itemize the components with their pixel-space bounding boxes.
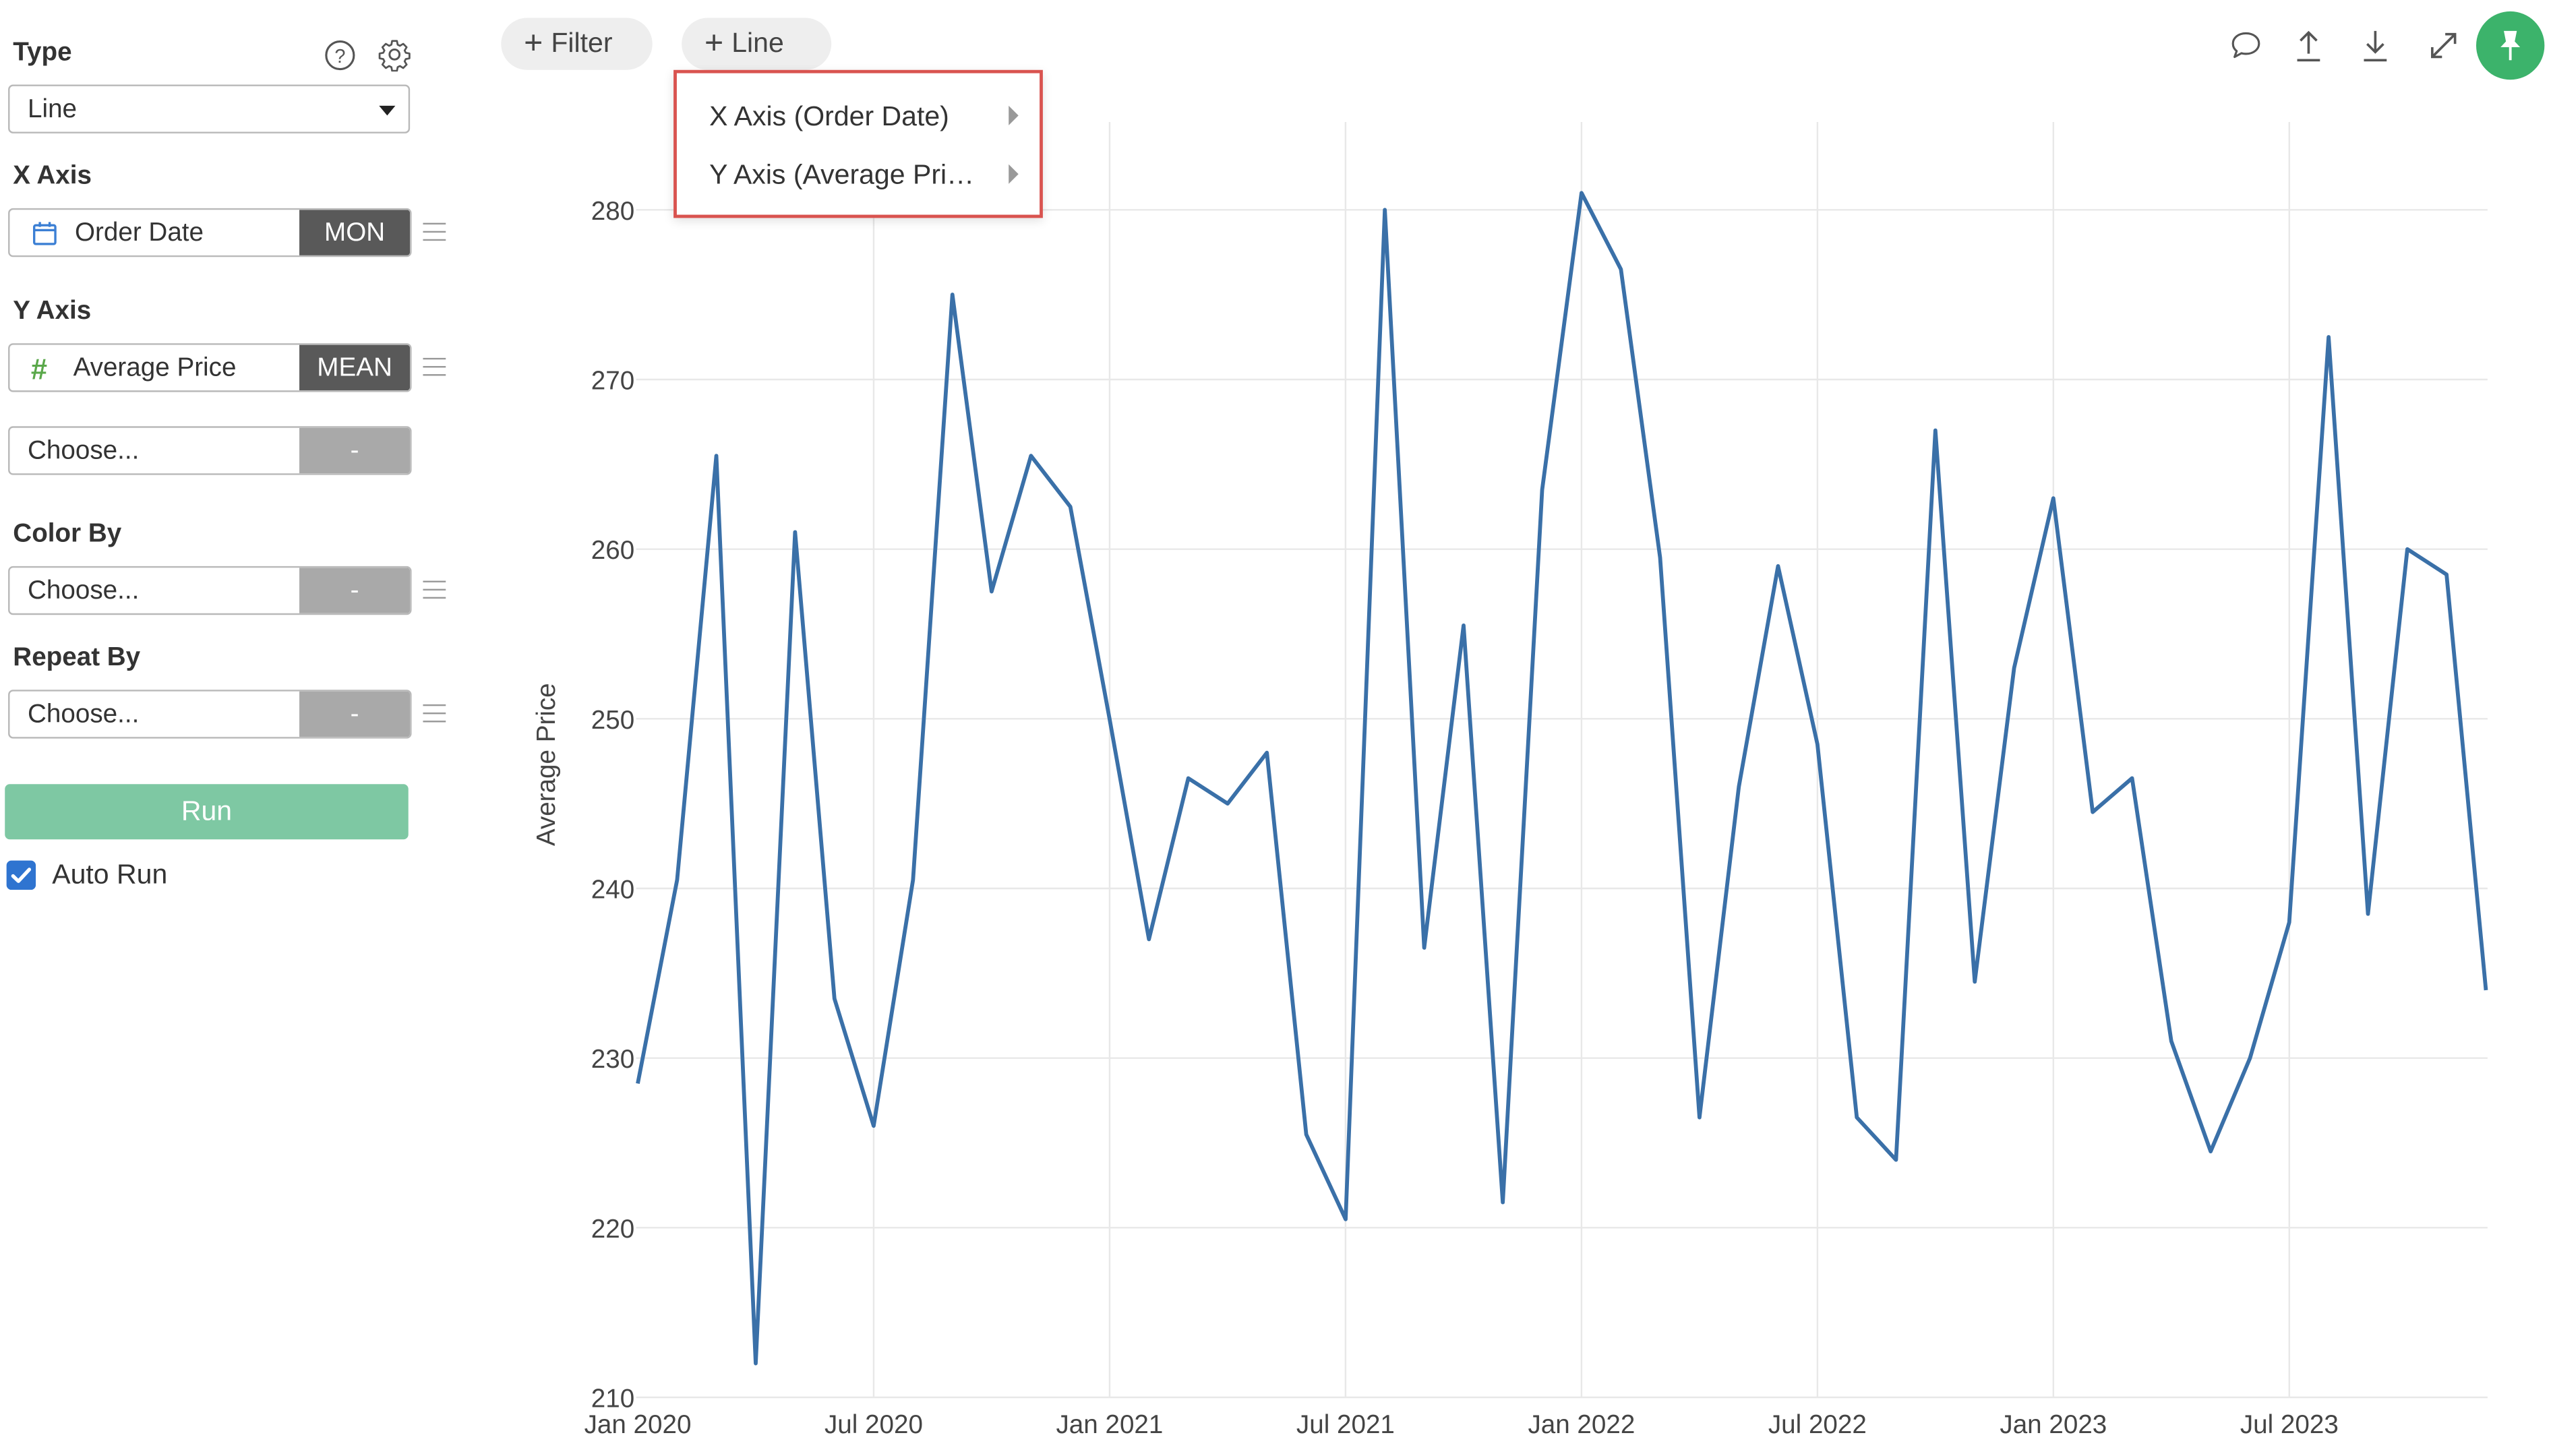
chart-type-select[interactable]: Line: [8, 84, 411, 133]
expand-icon[interactable]: [2428, 29, 2460, 61]
comment-icon[interactable]: [2229, 29, 2263, 61]
line-label: Line: [731, 28, 784, 59]
x-axis-aggregation[interactable]: MON: [299, 210, 411, 255]
x-tick-label: Jan 2023: [2000, 1410, 2107, 1439]
repeat-by-select[interactable]: Choose... -: [8, 690, 412, 739]
pin-icon: [2500, 30, 2521, 61]
color-by-label: Color By: [13, 520, 122, 549]
y-axis-menu-icon[interactable]: [423, 357, 446, 377]
y-axis-aggregation[interactable]: MEAN: [299, 344, 411, 391]
y-axis-column-name: Average Price: [73, 355, 237, 383]
color-by-menu-icon[interactable]: [423, 580, 446, 601]
x-tick-label: Jul 2020: [824, 1410, 923, 1439]
x-tick-label: Jul 2023: [2240, 1410, 2339, 1439]
filter-label: Filter: [551, 28, 613, 59]
y-axis-title: Average Price: [532, 683, 561, 846]
y-tick-label: 220: [591, 1215, 634, 1244]
x-axis-label: X Axis: [13, 162, 92, 191]
x-tick-label: Jan 2021: [1056, 1410, 1164, 1439]
y-tick-label: 280: [591, 197, 634, 226]
gear-icon[interactable]: [378, 38, 412, 72]
repeat-by-choose-text: Choose...: [28, 701, 140, 729]
chevron-down-icon: [379, 105, 396, 116]
auto-run-checkbox[interactable]: [6, 860, 36, 890]
y-axis-column-pill[interactable]: # Average Price MEAN: [8, 343, 412, 392]
x-tick-label: Jan 2020: [584, 1410, 692, 1439]
repeat-by-label: Repeat By: [13, 644, 141, 672]
y-axis-choose-select[interactable]: Choose... -: [8, 426, 412, 475]
x-axis-column-name: Order Date: [75, 219, 204, 247]
y-tick-label: 270: [591, 366, 634, 395]
x-tick-label: Jul 2021: [1296, 1410, 1395, 1439]
chevron-right-icon: [1009, 105, 1019, 125]
download-icon[interactable]: [2361, 28, 2390, 63]
color-by-choose-text: Choose...: [28, 577, 140, 605]
x-axis-column-pill[interactable]: Order Date MON: [8, 208, 412, 257]
pin-button[interactable]: [2475, 11, 2545, 80]
chevron-right-icon: [1009, 164, 1019, 184]
y-tick-label: 210: [591, 1384, 634, 1413]
type-label: Type: [13, 38, 72, 67]
upload-icon[interactable]: [2294, 28, 2323, 63]
color-by-aggregation[interactable]: -: [299, 568, 411, 613]
help-icon[interactable]: ?: [324, 39, 356, 71]
y-axis-choose-aggregation[interactable]: -: [299, 427, 411, 474]
x-tick-label: Jul 2022: [1768, 1410, 1867, 1439]
y-tick-label: 250: [591, 706, 634, 735]
chart-type-line-button[interactable]: + Line: [682, 18, 832, 70]
auto-run-label: Auto Run: [52, 859, 168, 890]
calendar-icon: [32, 221, 57, 245]
x-tick-label: Jan 2022: [1528, 1410, 1635, 1439]
add-filter-button[interactable]: + Filter: [501, 18, 653, 70]
repeat-by-aggregation[interactable]: -: [299, 691, 411, 737]
plus-icon: +: [704, 26, 724, 62]
svg-text:?: ?: [334, 46, 345, 67]
x-axis-menu-icon[interactable]: [423, 222, 446, 243]
chart-type-value: Line: [28, 96, 78, 124]
menu-item-x-axis[interactable]: X Axis (Order Date): [709, 100, 949, 132]
color-by-select[interactable]: Choose... -: [8, 566, 412, 615]
series-settings-menu: X Axis (Order Date) Y Axis (Average Pri…: [673, 69, 1043, 218]
y-tick-label: 260: [591, 536, 634, 565]
plus-icon: +: [524, 26, 543, 62]
y-tick-label: 240: [591, 875, 634, 904]
y-axis-label: Y Axis: [13, 297, 92, 326]
series-line[interactable]: [636, 191, 2488, 1366]
hash-icon: #: [30, 353, 48, 386]
run-button[interactable]: Run: [5, 784, 409, 840]
y-tick-label: 230: [591, 1045, 634, 1074]
repeat-by-menu-icon[interactable]: [423, 704, 446, 724]
y-axis-choose-text: Choose...: [28, 437, 140, 466]
menu-item-y-axis[interactable]: Y Axis (Average Pri…: [709, 159, 975, 191]
